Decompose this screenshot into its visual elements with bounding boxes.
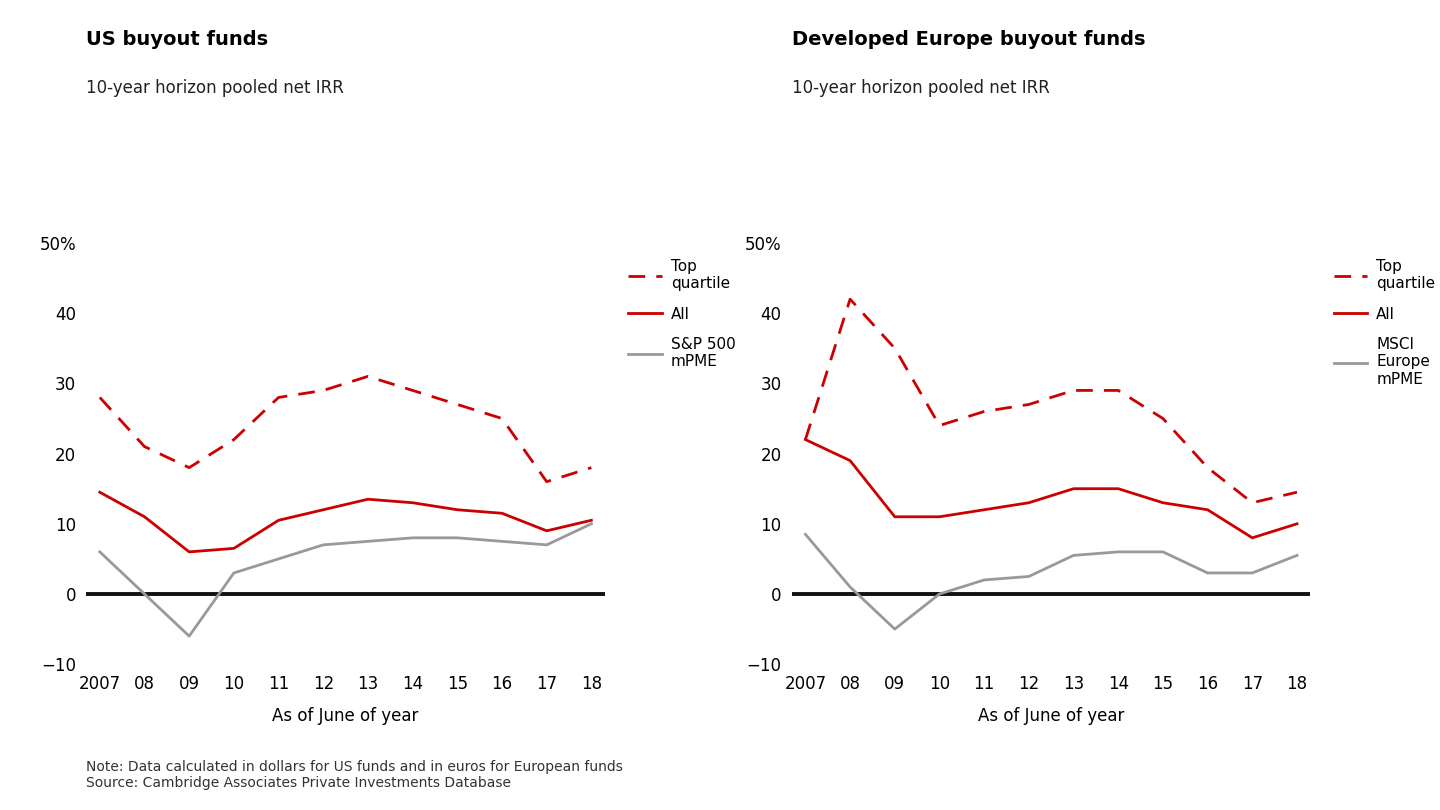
Text: Developed Europe buyout funds: Developed Europe buyout funds (792, 30, 1145, 49)
X-axis label: As of June of year: As of June of year (978, 706, 1125, 724)
Legend: Top
quartile, All, MSCI
Europe
mPME: Top quartile, All, MSCI Europe mPME (1333, 259, 1436, 387)
Text: 10-year horizon pooled net IRR: 10-year horizon pooled net IRR (86, 79, 344, 97)
Text: US buyout funds: US buyout funds (86, 30, 268, 49)
Text: 10-year horizon pooled net IRR: 10-year horizon pooled net IRR (792, 79, 1050, 97)
X-axis label: As of June of year: As of June of year (272, 706, 419, 724)
Legend: Top
quartile, All, S&P 500
mPME: Top quartile, All, S&P 500 mPME (628, 259, 736, 369)
Text: Note: Data calculated in dollars for US funds and in euros for European funds
So: Note: Data calculated in dollars for US … (86, 760, 624, 790)
